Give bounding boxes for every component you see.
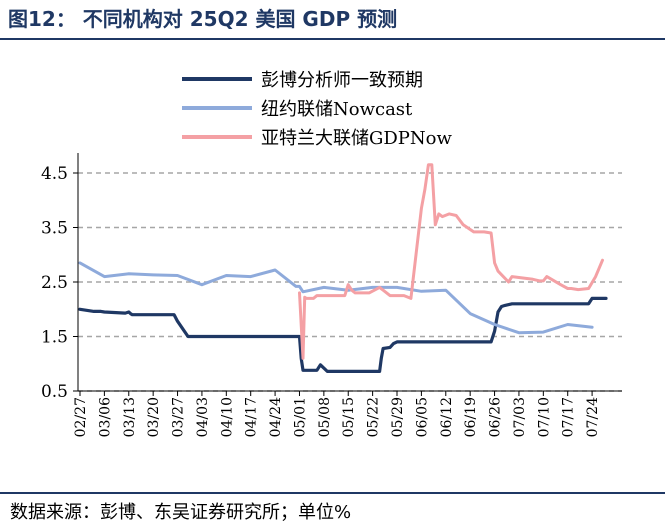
footer-rule xyxy=(0,492,665,494)
x-tick-label: 06/05 xyxy=(414,397,430,437)
page-title: 图12： 不同机构对 25Q2 美国 GDP 预测 xyxy=(8,7,398,31)
series-line xyxy=(78,261,594,335)
x-tick-label: 04/17 xyxy=(244,397,260,437)
axes xyxy=(77,153,622,392)
y-tick-label: 2.5 xyxy=(41,273,68,293)
series-lines xyxy=(78,163,608,373)
x-tick-label: 05/15 xyxy=(341,397,357,437)
x-tick-label: 04/03 xyxy=(195,397,211,437)
x-tick-label: 02/27 xyxy=(73,397,89,437)
x-tick-label: 04/10 xyxy=(219,397,235,437)
x-tick-label: 07/17 xyxy=(561,397,577,437)
x-tick-label: 06/19 xyxy=(463,397,479,437)
x-tick-label: 04/24 xyxy=(268,397,284,437)
x-tick-label: 05/08 xyxy=(317,397,333,437)
series-line xyxy=(78,296,608,373)
x-tick-label: 07/24 xyxy=(585,397,601,437)
legend-label: 纽约联储Nowcast xyxy=(261,99,413,120)
y-tick-label: 3.5 xyxy=(41,219,68,239)
y-ticks: 0.5 1.5 2.5 3.5 4.5 xyxy=(41,164,78,402)
x-tick-label: 03/20 xyxy=(146,397,162,437)
x-tick-label: 03/27 xyxy=(171,397,187,437)
x-tick-label: 03/06 xyxy=(97,397,113,437)
source-note: 数据来源：彭博、东吴证券研究所；单位% xyxy=(10,502,352,523)
x-tick-label: 07/03 xyxy=(512,397,528,437)
x-tick-label: 06/26 xyxy=(488,397,504,437)
x-tick-label: 07/10 xyxy=(536,397,552,437)
x-tick-label: 03/13 xyxy=(122,397,138,437)
legend-label: 亚特兰大联储GDPNow xyxy=(261,128,453,149)
legend-label: 彭博分析师一致预期 xyxy=(261,70,423,91)
y-tick-label: 1.5 xyxy=(41,328,68,348)
x-tick-label: 06/12 xyxy=(439,397,455,437)
y-tick-label: 0.5 xyxy=(41,382,68,402)
x-tick-label: 05/22 xyxy=(366,397,382,437)
x-tick-label: 05/29 xyxy=(390,397,406,437)
title-rule xyxy=(0,38,665,40)
y-tick-label: 4.5 xyxy=(41,164,68,184)
series-line xyxy=(298,163,604,360)
x-tick-label: 05/01 xyxy=(292,397,308,437)
x-ticks: 02/27 03/06 03/13 03/20 03/27 04/03 04/10 04/17… xyxy=(73,391,601,437)
